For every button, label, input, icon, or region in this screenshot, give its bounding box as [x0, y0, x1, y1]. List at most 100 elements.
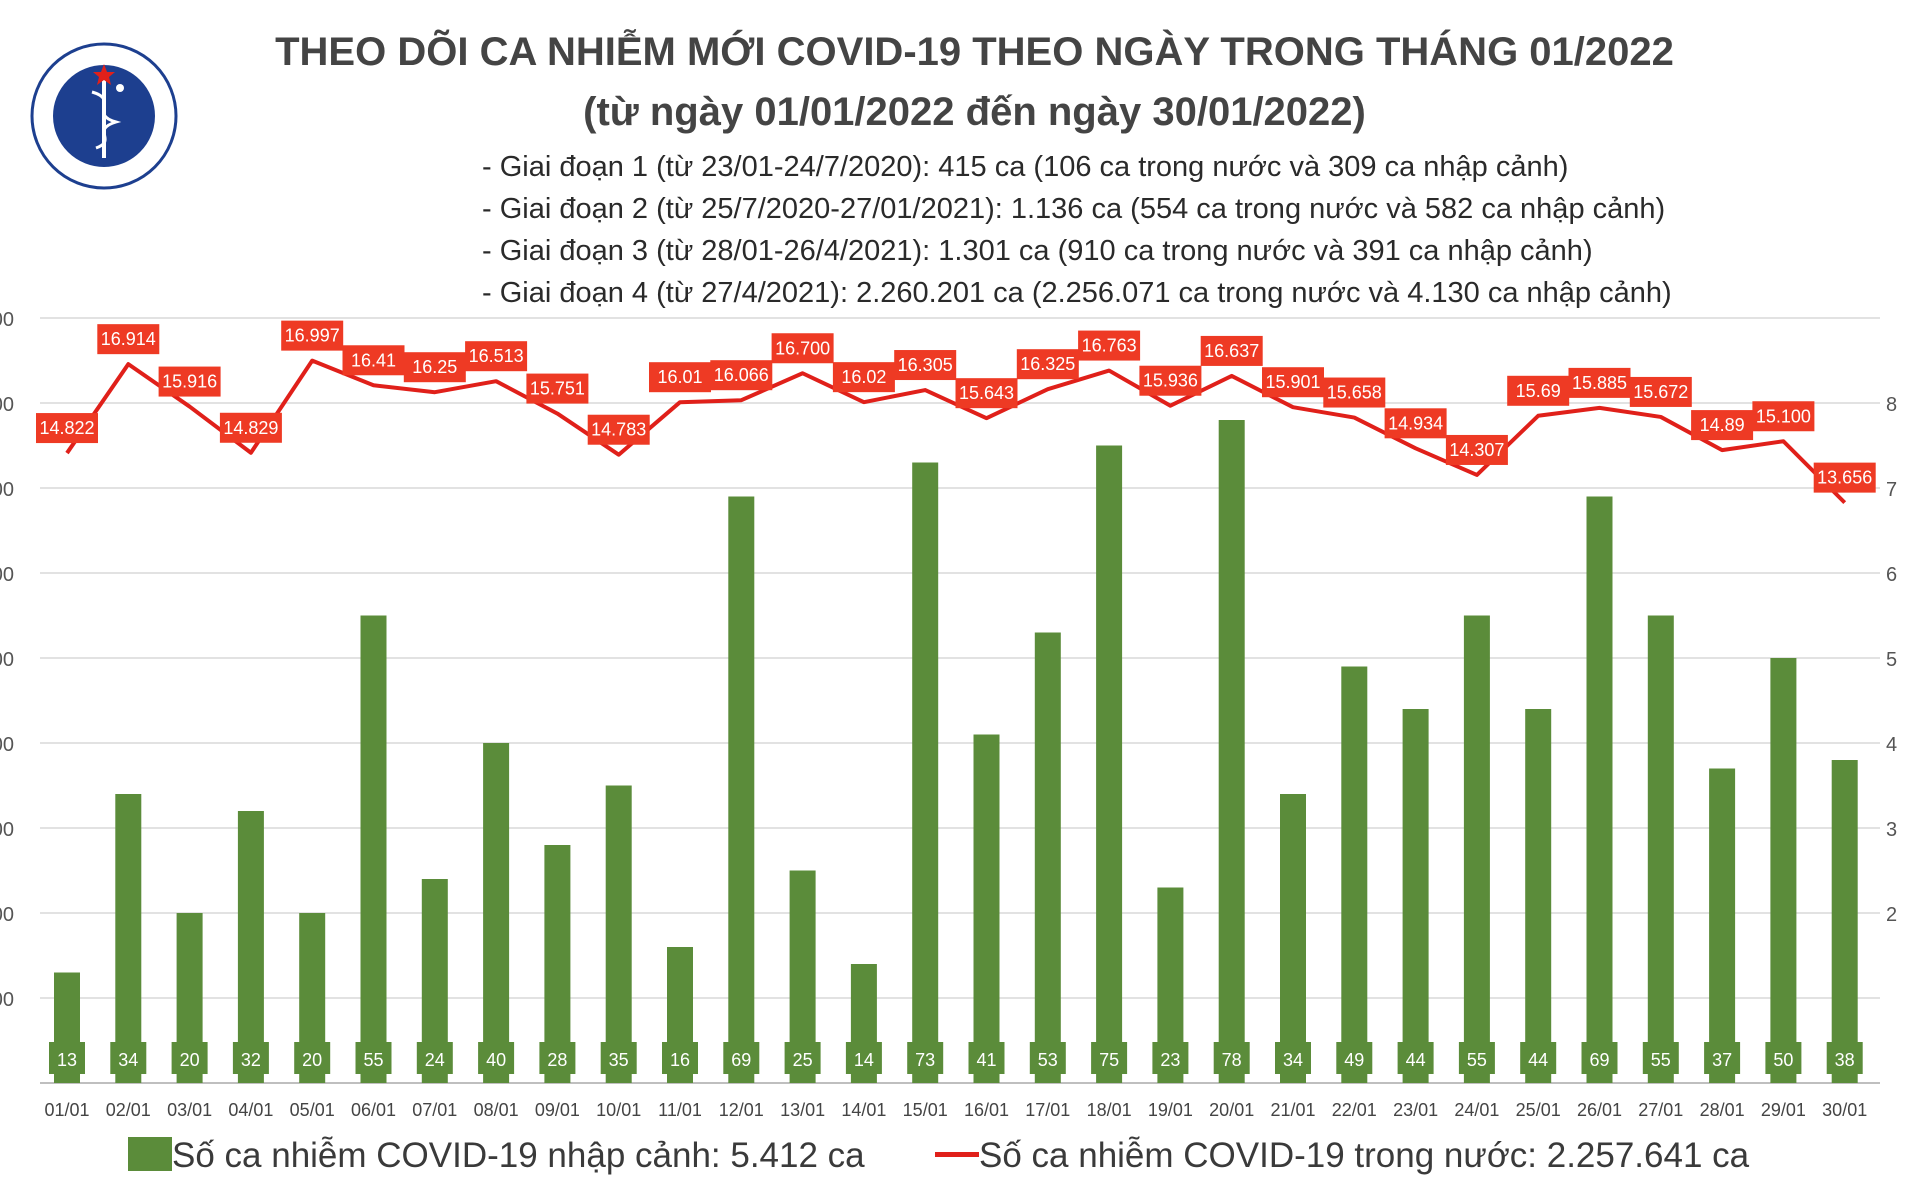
line-label-box: [1445, 434, 1508, 465]
bar-label-box: [1213, 1042, 1250, 1074]
bar-value-label: 24: [425, 1050, 445, 1070]
x-tick-label: 26/01: [1577, 1100, 1622, 1120]
bar-value-label: 49: [1344, 1050, 1364, 1070]
bar: [973, 734, 1000, 1083]
x-tick-label: 20/01: [1209, 1100, 1254, 1120]
right-tick-label: 8: [1886, 394, 1897, 416]
bar: [1341, 666, 1368, 1083]
bar: [237, 811, 264, 1083]
bar: [1647, 615, 1674, 1083]
bar: [1525, 709, 1552, 1083]
bar-label-box: [662, 1042, 698, 1074]
bar-value-label: 28: [547, 1050, 567, 1070]
bar: [605, 785, 632, 1083]
phase-summary: - Giai đoạn 1 (từ 23/01-24/7/2020): 415 …: [482, 146, 1672, 314]
bar-value-label: 14: [854, 1050, 874, 1070]
x-tick-label: 13/01: [780, 1100, 825, 1120]
line-label-box: [465, 341, 528, 372]
chart-title: THEO DÕI CA NHIỄM MỚI COVID-19 THEO NGÀY…: [275, 30, 1674, 74]
bar-label-box: [539, 1042, 576, 1074]
bar-value-label: 75: [1099, 1050, 1119, 1070]
x-tick-label: 06/01: [351, 1100, 396, 1120]
x-tick-label: 16/01: [964, 1100, 1009, 1120]
line-value-label: 16.25: [412, 357, 457, 377]
line-value-label: 16.01: [657, 367, 702, 387]
bar-label-box: [1704, 1042, 1741, 1074]
line-label-box: [403, 352, 466, 383]
bar-label-box: [232, 1042, 269, 1074]
line-label-box: [281, 320, 344, 351]
bar: [1463, 615, 1490, 1083]
x-tick-label: 02/01: [106, 1100, 151, 1120]
line-value-label: 16.325: [1020, 354, 1075, 374]
right-tick-label: 2: [1886, 904, 1897, 926]
x-tick-label: 04/01: [228, 1100, 273, 1120]
line-value-label: 16.700: [775, 338, 830, 358]
bar: [1280, 794, 1306, 1083]
line-label-box: [1384, 408, 1447, 439]
legend-bar-swatch: [128, 1137, 172, 1171]
line-value-label: 15.885: [1572, 373, 1627, 393]
line-label-box: [1507, 375, 1570, 406]
legend-line-swatch: [935, 1152, 979, 1157]
line-value-label: 15.643: [959, 383, 1014, 403]
line-value-label: 16.914: [101, 329, 156, 349]
bar-label-box: [968, 1042, 1005, 1074]
bar-label-box: [1642, 1042, 1679, 1074]
line-label-box: [36, 413, 98, 444]
bar-value-label: 34: [118, 1050, 138, 1070]
line-value-label: 15.672: [1633, 382, 1688, 402]
bar: [360, 615, 387, 1083]
line-label-box: [342, 345, 405, 376]
chart-subtitle: (từ ngày 01/01/2022 đến ngày 30/01/2022): [583, 90, 1366, 134]
bar: [1096, 445, 1123, 1083]
line-label-box: [526, 373, 589, 404]
bar-value-label: 55: [1651, 1050, 1671, 1070]
line-value-label: 14.783: [591, 420, 646, 440]
bar-value-label: 69: [731, 1050, 751, 1070]
bar-value-label: 40: [486, 1050, 506, 1070]
x-tick-label: 05/01: [290, 1100, 335, 1120]
bar-value-label: 20: [302, 1050, 322, 1070]
bar-value-label: 53: [1038, 1050, 1058, 1070]
line-label-box: [649, 362, 711, 393]
phase-line-4: - Giai đoạn 4 (từ 27/4/2021): 2.260.201 …: [482, 277, 1672, 309]
bar-label-box: [907, 1042, 944, 1074]
bar-label-box: [478, 1042, 515, 1074]
bar: [1770, 658, 1797, 1083]
bar-value-label: 37: [1712, 1050, 1732, 1070]
line-value-label: 14.829: [223, 418, 278, 438]
left-tick-label: 00: [0, 734, 14, 756]
bar-label-box: [171, 1042, 208, 1074]
line-label-box: [710, 360, 773, 391]
bar-label-box: [1029, 1042, 1066, 1074]
x-tick-label: 08/01: [474, 1100, 519, 1120]
line-label-box: [1691, 410, 1754, 441]
line-value-label: 16.637: [1204, 341, 1259, 361]
x-tick-label: 15/01: [903, 1100, 948, 1120]
line-label-box: [1262, 367, 1324, 398]
bar-value-label: 34: [1283, 1050, 1303, 1070]
bar-value-label: 16: [670, 1050, 690, 1070]
bar-value-label: 55: [1467, 1050, 1487, 1070]
line-value-label: 14.89: [1700, 415, 1745, 435]
line-value-label: 16.02: [841, 367, 886, 387]
line-value-label: 14.934: [1388, 413, 1443, 433]
right-tick-label: 3: [1886, 819, 1897, 841]
line-label-box: [955, 378, 1018, 409]
left-tick-label: 00: [0, 394, 14, 416]
bar-value-label: 38: [1835, 1050, 1855, 1070]
x-tick-label: 25/01: [1516, 1100, 1561, 1120]
x-tick-label: 22/01: [1332, 1100, 1377, 1120]
line-value-label: 14.307: [1449, 440, 1504, 460]
phase-line-1: - Giai đoạn 1 (từ 23/01-24/7/2020): 415 …: [482, 151, 1569, 183]
line-value-label: 15.936: [1143, 371, 1198, 391]
line-label-box: [587, 414, 650, 445]
line-value-label: 16.997: [285, 326, 340, 346]
x-tick-label: 29/01: [1761, 1100, 1806, 1120]
line-value-label: 16.513: [469, 346, 524, 366]
bar-label-box: [110, 1042, 147, 1074]
line-label-box: [1200, 335, 1263, 366]
x-tick-label: 30/01: [1822, 1100, 1867, 1120]
